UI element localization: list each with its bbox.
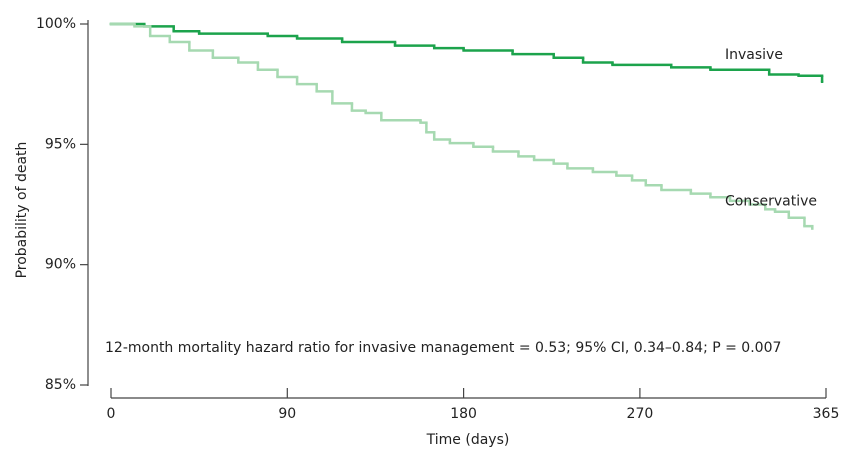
x-tick-label: 365: [813, 406, 840, 422]
y-tick-label: 90%: [45, 257, 76, 273]
series-label: Conservative: [725, 194, 817, 210]
x-tick-label: 90: [278, 406, 296, 422]
x-tick-label: 270: [627, 406, 654, 422]
y-tick-label: 100%: [36, 16, 76, 32]
series-label: Invasive: [725, 47, 783, 63]
x-tick-label: 0: [107, 406, 116, 422]
annotation: 12-month mortality hazard ratio for inva…: [105, 340, 781, 356]
x-axis-label: Time (days): [426, 432, 510, 448]
x-tick-label: 180: [450, 406, 477, 422]
y-tick-label: 85%: [45, 377, 76, 393]
y-tick-label: 95%: [45, 136, 76, 152]
y-axis-label: Probability of death: [14, 142, 30, 279]
